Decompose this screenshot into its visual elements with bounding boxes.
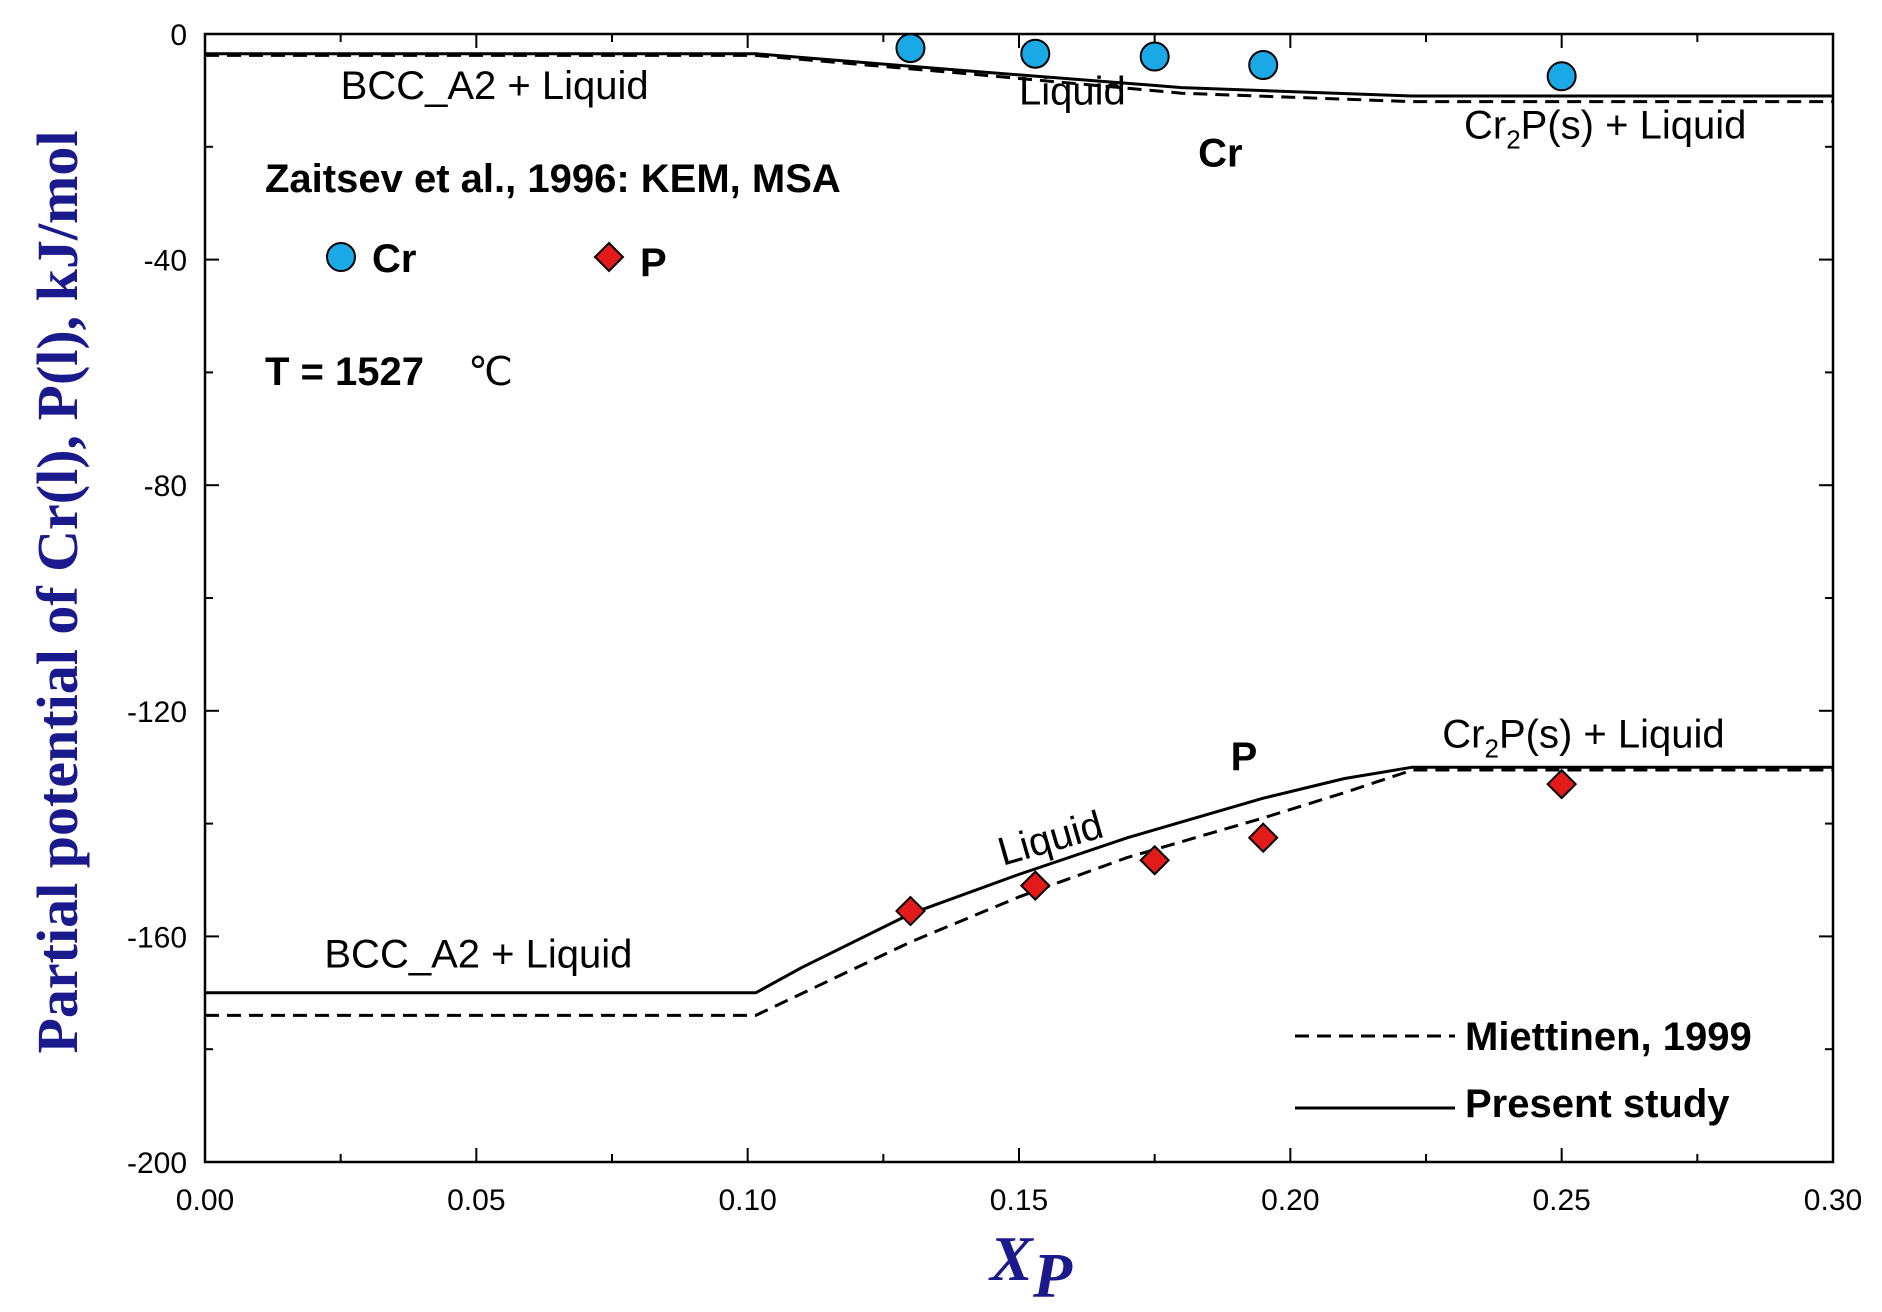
legend-solid-label: Present study xyxy=(1465,1082,1730,1126)
x-axis-label-sub: P xyxy=(1032,1240,1073,1311)
cr-data-point xyxy=(1248,50,1279,81)
y-tick-label: 0 xyxy=(170,19,187,52)
solid-cr-line xyxy=(205,52,1833,98)
annotation-label: BCC_A2 + Liquid xyxy=(324,932,632,976)
temperature-label: T = 1527 ℃ xyxy=(265,350,513,394)
axes: 0.00 0.05 0.10 0.15 0.20 0.25 0.30 0 -40 -80 -120 -… xyxy=(127,19,1862,1217)
x-tick-label: 0.20 xyxy=(1261,1184,1319,1217)
x-axis-label-main: X xyxy=(988,1223,1034,1294)
solid-p-line xyxy=(205,765,1833,995)
legend-p-label: P xyxy=(640,241,667,285)
line-legend: Miettinen, 1999 Present study xyxy=(1295,1015,1752,1126)
cr-data-point xyxy=(1020,38,1051,69)
cr-data-point xyxy=(895,33,926,64)
legend-cr-marker xyxy=(326,242,356,272)
p-data-point xyxy=(1019,870,1051,902)
x-tick-label: 0.10 xyxy=(718,1184,776,1217)
data-markers xyxy=(895,33,1578,927)
legend-dashed-label: Miettinen, 1999 xyxy=(1465,1015,1752,1059)
reference-label: Zaitsev et al., 1996: KEM, MSA xyxy=(265,157,841,201)
y-tick-label: -200 xyxy=(127,1147,187,1180)
y-tick-label: -80 xyxy=(144,470,187,503)
y-tick-label: -120 xyxy=(127,696,187,729)
dashed-p-line xyxy=(205,768,1833,1017)
x-axis-label: X P xyxy=(988,1223,1073,1311)
annotation-label: Cr2P(s) + Liquid xyxy=(1464,103,1746,154)
data-legend: Cr P xyxy=(326,237,667,285)
y-tick-label: -160 xyxy=(127,921,187,954)
x-tick-label: 0.05 xyxy=(447,1184,505,1217)
cr-data-point xyxy=(1546,61,1577,92)
annotation-label: Liquid xyxy=(1019,70,1126,114)
x-tick-label: 0.00 xyxy=(176,1184,234,1217)
temperature-value: T = 1527 xyxy=(265,350,424,394)
p-data-point xyxy=(1546,768,1578,800)
x-tick-label: 0.30 xyxy=(1804,1184,1862,1217)
annotation-label: Cr2P(s) + Liquid xyxy=(1442,712,1724,763)
p-data-point xyxy=(1139,844,1171,876)
annotation-label: Cr xyxy=(1198,132,1242,176)
annotation-label: BCC_A2 + Liquid xyxy=(341,64,649,108)
cr-data-point xyxy=(1139,41,1170,72)
annotation-label: P xyxy=(1231,735,1258,779)
x-tick-label: 0.25 xyxy=(1532,1184,1590,1217)
p-data-point xyxy=(1247,822,1279,854)
x-tick-label: 0.15 xyxy=(990,1184,1048,1217)
y-axis-label: Partial potential of Cr(l), P(l), kJ/mol xyxy=(25,131,90,1054)
dashed-cr-line xyxy=(205,53,1833,104)
series-lines xyxy=(205,52,1833,1017)
temperature-unit: ℃ xyxy=(468,350,513,394)
legend-cr-label: Cr xyxy=(372,237,416,281)
y-tick-label: -40 xyxy=(144,245,187,278)
p-data-point xyxy=(895,895,926,927)
legend-p-marker xyxy=(593,241,625,273)
